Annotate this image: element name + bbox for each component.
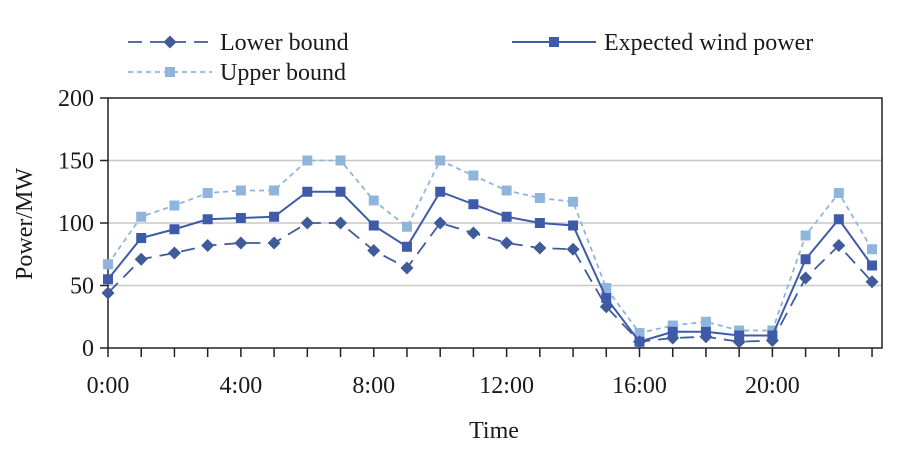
series-1-point-0 — [103, 274, 113, 285]
series-2-point-6 — [302, 155, 313, 166]
gridlines — [108, 159, 882, 287]
series-2-point-14 — [568, 196, 579, 207]
series-1-point-2 — [169, 224, 180, 235]
series-0-point-21 — [799, 271, 813, 285]
legend-label-0: Lower bound — [220, 30, 349, 56]
series-1-point-19 — [734, 330, 745, 341]
x-tick-label-0: 0:00 — [87, 373, 130, 399]
series-2-point-13 — [534, 193, 545, 203]
series-1-point-6 — [302, 186, 313, 197]
y-tick-label-4: 200 — [58, 86, 94, 112]
series-2-point-17 — [667, 320, 678, 331]
series-2-point-16 — [634, 328, 645, 338]
series-0-point-7 — [334, 216, 348, 230]
series-2-point-11 — [468, 170, 479, 181]
series-0-point-0 — [101, 286, 115, 300]
series-1-point-18 — [700, 326, 711, 337]
legend-label-2: Upper bound — [220, 60, 346, 86]
series-1-point-15 — [601, 293, 612, 303]
y-tick-label-1: 50 — [70, 274, 94, 300]
series-0-point-22 — [832, 239, 846, 252]
series-1-line — [107, 190, 873, 343]
x-axis: 0:00 4:00 8:00 12:00 16:00 20:00 — [87, 348, 873, 399]
series-1-point-9 — [401, 241, 412, 252]
series-0-point-14 — [566, 242, 580, 256]
series-2-point-3 — [202, 188, 213, 198]
series-1-point-1 — [136, 233, 147, 243]
series-1-point-23 — [867, 260, 878, 271]
series-1-point-14 — [568, 220, 579, 231]
legend-swatch-marker-1 — [549, 37, 559, 47]
series-0-point-6 — [300, 216, 314, 230]
x-axis-title: Time — [469, 418, 519, 444]
series-0-point-1 — [134, 252, 148, 266]
series-2-point-21 — [800, 230, 811, 241]
series-0-point-13 — [533, 241, 547, 255]
series-2-point-12 — [501, 185, 512, 196]
series-2-point-4 — [235, 185, 246, 196]
series-2-point-1 — [136, 211, 147, 222]
series-1-point-5 — [269, 211, 280, 222]
series-1-point-20 — [767, 330, 778, 341]
legend-item-1: Expected wind power — [512, 30, 813, 56]
series-2-point-9 — [401, 221, 412, 232]
series-1-point-8 — [368, 220, 379, 231]
x-tick-label-3: 12:00 — [479, 373, 534, 399]
series-1-point-13 — [534, 218, 545, 228]
legend: Lower bound Expected wind power Upper boun… — [128, 30, 813, 86]
series-0-point-4 — [234, 236, 248, 250]
series-2-point-2 — [169, 200, 180, 211]
legend-swatch-marker-0 — [163, 35, 177, 49]
series-1-point-4 — [235, 213, 246, 223]
y-axis: 0 50 100 150 200 — [58, 86, 108, 362]
series-0 — [101, 216, 879, 349]
series-2-line — [107, 159, 873, 335]
series-1-point-3 — [202, 214, 213, 225]
series-2-point-23 — [867, 244, 878, 255]
series-2-point-15 — [601, 283, 612, 293]
series-1-point-7 — [335, 186, 346, 197]
series-0-point-12 — [500, 236, 514, 250]
series-0-point-5 — [267, 236, 281, 250]
series-2-point-22 — [833, 188, 844, 198]
series-1-point-10 — [435, 186, 446, 197]
x-tick-label-1: 4:00 — [220, 373, 263, 399]
series-0-point-8 — [367, 244, 381, 257]
series-2-point-18 — [700, 316, 711, 327]
series-2-point-0 — [103, 259, 113, 270]
series-2-point-10 — [435, 155, 446, 166]
series-1-point-12 — [501, 211, 512, 222]
series-2-point-5 — [269, 185, 280, 196]
x-tick-label-5: 20:00 — [745, 373, 800, 399]
series-1-point-21 — [800, 254, 811, 265]
y-tick-label-0: 0 — [82, 336, 94, 362]
series-0-line — [107, 221, 873, 343]
series-1-point-11 — [468, 199, 479, 210]
series-1-point-17 — [667, 326, 678, 337]
x-tick-label-2: 8:00 — [352, 373, 395, 399]
series-2-point-8 — [368, 195, 379, 206]
series-0-point-3 — [201, 239, 215, 252]
legend-label-1: Expected wind power — [604, 30, 813, 56]
series-0-point-11 — [466, 226, 480, 240]
legend-swatch-marker-2 — [165, 67, 175, 77]
series-2-point-7 — [335, 155, 346, 166]
series-layer — [101, 155, 879, 349]
series-0-point-2 — [167, 246, 181, 260]
series-1 — [103, 186, 878, 347]
series-0-point-23 — [865, 275, 879, 289]
series-1-point-22 — [833, 214, 844, 225]
legend-item-2: Upper bound — [128, 60, 346, 86]
y-tick-label-3: 150 — [58, 149, 94, 175]
series-0-point-10 — [433, 216, 447, 230]
series-1-point-16 — [634, 336, 645, 347]
series-2 — [103, 155, 878, 338]
y-tick-label-2: 100 — [58, 211, 94, 237]
y-axis-title: Power/MW — [12, 168, 38, 280]
legend-item-0: Lower bound — [128, 30, 349, 56]
x-tick-label-4: 16:00 — [612, 373, 667, 399]
series-0-point-9 — [400, 261, 414, 275]
